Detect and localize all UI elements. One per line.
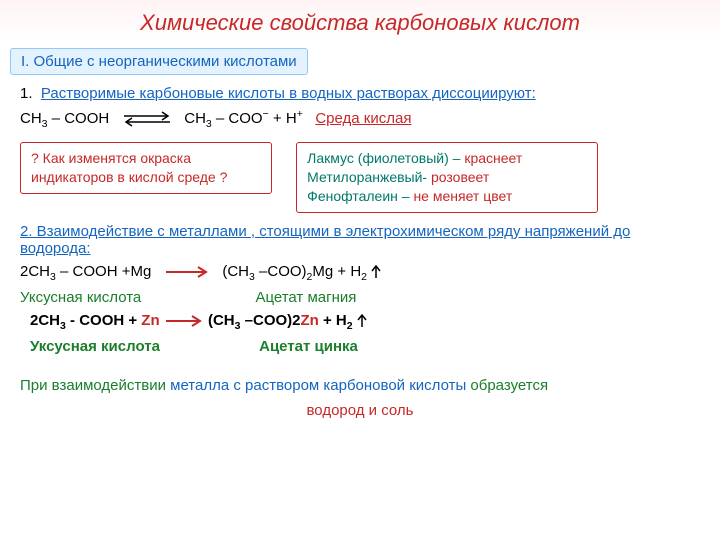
ind-litmus-l: Лакмус (фиолетовый) – [307,150,464,166]
concl-2: металла с раствором карбоновой кислоты [170,377,470,394]
equation-mg: 2CH3 – COOH +Mg (CH3 –COO)2Mg + H2 [20,263,700,283]
boxes-row: ? Как изменятся окраска индикаторов в ки… [20,136,700,213]
ind-mo-l: Метилоранжевый- [307,169,431,185]
concl-3: образуется [470,377,548,394]
eq3-r2: –COO)2 [240,312,300,329]
item1: 1. Растворимые карбоновые кислоты в водн… [20,85,700,102]
eq2-l1: 2CH [20,263,50,280]
env-label: Среда кислая [315,110,411,127]
item2: 2. Взаимодействие с металлами , стоящими… [20,223,700,257]
gas-arrow-icon [371,265,381,279]
eq3-l2: - COOH + [66,312,141,329]
eq3-r1: (CH [208,312,235,329]
equation-dissociation: CH3 – COOH CH3 – COO− + H+ Среда кислая [20,108,700,130]
eq2-r3: Mg + H [312,263,361,280]
ind-ph-l: Фенофталеин – [307,188,413,204]
item1-num: 1. [20,85,33,102]
eq1-r: CH [184,110,206,127]
eq3-zn: Zn [141,312,159,329]
conclusion-2: водород и соль [20,402,700,419]
eq3-r4: + H [319,312,347,329]
eq1-plus: + H [269,110,297,127]
section-tag: I. Общие с неорганическими кислотами [10,48,308,75]
eq1-plus2: + [297,108,303,120]
eq3-r3: Zn [301,312,319,329]
eq1-l2: – COOH [48,110,110,127]
eq2-r2: –COO) [255,263,307,280]
arrow-right-icon [164,266,210,278]
eq3-r4s: 2 [347,320,353,332]
question-box: ? Как изменятся окраска индикаторов в ки… [20,142,272,194]
eq3-l1: 2CH [30,312,60,329]
content: 1. Растворимые карбоновые кислоты в водн… [0,85,720,419]
mg-acetate: Ацетат магния [255,289,356,306]
zn-acetate: Ацетат цинка [259,338,358,355]
eq2-labels: Уксусная кислота Ацетат магния [20,289,700,306]
eq2-r1: (CH [222,263,249,280]
acetic-1: Уксусная кислота [20,289,141,306]
question-text: ? Как изменятся окраска индикаторов в ки… [31,150,227,185]
eq1-l: CH [20,110,42,127]
eq2-l2: – COOH +Mg [56,263,151,280]
acetic-2: Уксусная кислота [30,338,160,355]
conclusion: При взаимодействии металла с раствором к… [20,377,700,394]
eq1-r2: – COO [212,110,263,127]
ind-litmus-r: краснеет [464,150,522,166]
concl-1: При взаимодействии [20,377,170,394]
equation-zn: 2CH3 - COOH + Zn (CH3 –COO)2Zn + H2 [30,312,700,332]
arrow-right-icon [164,315,204,327]
indicators-box: Лакмус (фиолетовый) – краснеет Метилоран… [296,142,598,213]
page-title: Химические свойства карбоновых кислот [0,0,720,42]
ind-ph-r: не меняет цвет [413,188,512,204]
eq2-r3s: 2 [361,271,367,283]
eq3-labels: Уксусная кислота Ацетат цинка [30,338,700,355]
ind-mo-r: розовеет [431,169,489,185]
equilibrium-arrow-icon [122,111,172,127]
item1-text: Растворимые карбоновые кислоты в водных … [41,85,536,102]
gas-arrow-icon [357,314,367,328]
